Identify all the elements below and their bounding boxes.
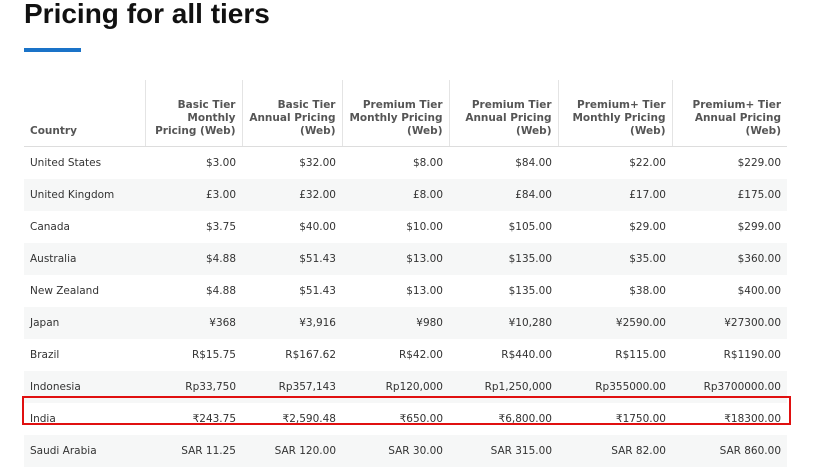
price-cell: $3.00: [145, 147, 242, 180]
price-cell: SAR 82.00: [558, 435, 672, 467]
price-cell: R$1190.00: [672, 339, 787, 371]
price-cell: $51.43: [242, 243, 342, 275]
price-cell: R$440.00: [449, 339, 558, 371]
country-cell: Australia: [24, 243, 145, 275]
column-header: Country: [24, 80, 145, 147]
price-cell: $32.00: [242, 147, 342, 180]
price-cell: $10.00: [342, 211, 449, 243]
price-cell: £175.00: [672, 179, 787, 211]
price-cell: SAR 315.00: [449, 435, 558, 467]
price-cell: ¥3,916: [242, 307, 342, 339]
price-cell: SAR 11.25: [145, 435, 242, 467]
column-header: Premium+ Tier Annual Pricing (Web): [672, 80, 787, 147]
price-cell: $51.43: [242, 275, 342, 307]
price-cell: $135.00: [449, 243, 558, 275]
page-title: Pricing for all tiers: [24, 0, 270, 30]
country-cell: United States: [24, 147, 145, 180]
price-cell: ¥980: [342, 307, 449, 339]
price-cell: $84.00: [449, 147, 558, 180]
price-cell: ¥27300.00: [672, 307, 787, 339]
table-row: Japan¥368¥3,916¥980¥10,280¥2590.00¥27300…: [24, 307, 787, 339]
price-cell: $299.00: [672, 211, 787, 243]
country-cell: United Kingdom: [24, 179, 145, 211]
price-cell: $360.00: [672, 243, 787, 275]
price-cell: $229.00: [672, 147, 787, 180]
column-header: Premium Tier Annual Pricing (Web): [449, 80, 558, 147]
country-cell: Brazil: [24, 339, 145, 371]
price-cell: R$15.75: [145, 339, 242, 371]
price-cell: SAR 120.00: [242, 435, 342, 467]
price-cell: £32.00: [242, 179, 342, 211]
price-cell: $105.00: [449, 211, 558, 243]
price-cell: $4.88: [145, 243, 242, 275]
column-header: Premium+ Tier Monthly Pricing (Web): [558, 80, 672, 147]
price-cell: $13.00: [342, 275, 449, 307]
price-cell: SAR 860.00: [672, 435, 787, 467]
price-cell: ¥2590.00: [558, 307, 672, 339]
country-cell: New Zealand: [24, 275, 145, 307]
table-row: Canada$3.75$40.00$10.00$105.00$29.00$299…: [24, 211, 787, 243]
price-cell: $8.00: [342, 147, 449, 180]
price-cell: $13.00: [342, 243, 449, 275]
price-cell: $35.00: [558, 243, 672, 275]
table-row: United Kingdom£3.00£32.00£8.00£84.00£17.…: [24, 179, 787, 211]
title-underline: [24, 48, 81, 52]
country-cell: Canada: [24, 211, 145, 243]
country-cell: Japan: [24, 307, 145, 339]
price-cell: $29.00: [558, 211, 672, 243]
price-cell: ¥10,280: [449, 307, 558, 339]
price-cell: ¥368: [145, 307, 242, 339]
table-row: New Zealand$4.88$51.43$13.00$135.00$38.0…: [24, 275, 787, 307]
column-header: Basic Tier Annual Pricing (Web): [242, 80, 342, 147]
price-cell: SAR 30.00: [342, 435, 449, 467]
price-cell: R$115.00: [558, 339, 672, 371]
column-header: Premium Tier Monthly Pricing (Web): [342, 80, 449, 147]
price-cell: £84.00: [449, 179, 558, 211]
table-row: United States$3.00$32.00$8.00$84.00$22.0…: [24, 147, 787, 180]
price-cell: $400.00: [672, 275, 787, 307]
country-cell: Saudi Arabia: [24, 435, 145, 467]
price-cell: £8.00: [342, 179, 449, 211]
price-cell: £17.00: [558, 179, 672, 211]
price-cell: $135.00: [449, 275, 558, 307]
price-cell: $3.75: [145, 211, 242, 243]
price-cell: $22.00: [558, 147, 672, 180]
price-cell: $4.88: [145, 275, 242, 307]
highlight-box: [22, 396, 791, 425]
price-cell: $40.00: [242, 211, 342, 243]
column-header: Basic Tier Monthly Pricing (Web): [145, 80, 242, 147]
price-cell: R$42.00: [342, 339, 449, 371]
price-cell: R$167.62: [242, 339, 342, 371]
price-cell: £3.00: [145, 179, 242, 211]
price-cell: $38.00: [558, 275, 672, 307]
table-row: Australia$4.88$51.43$13.00$135.00$35.00$…: [24, 243, 787, 275]
